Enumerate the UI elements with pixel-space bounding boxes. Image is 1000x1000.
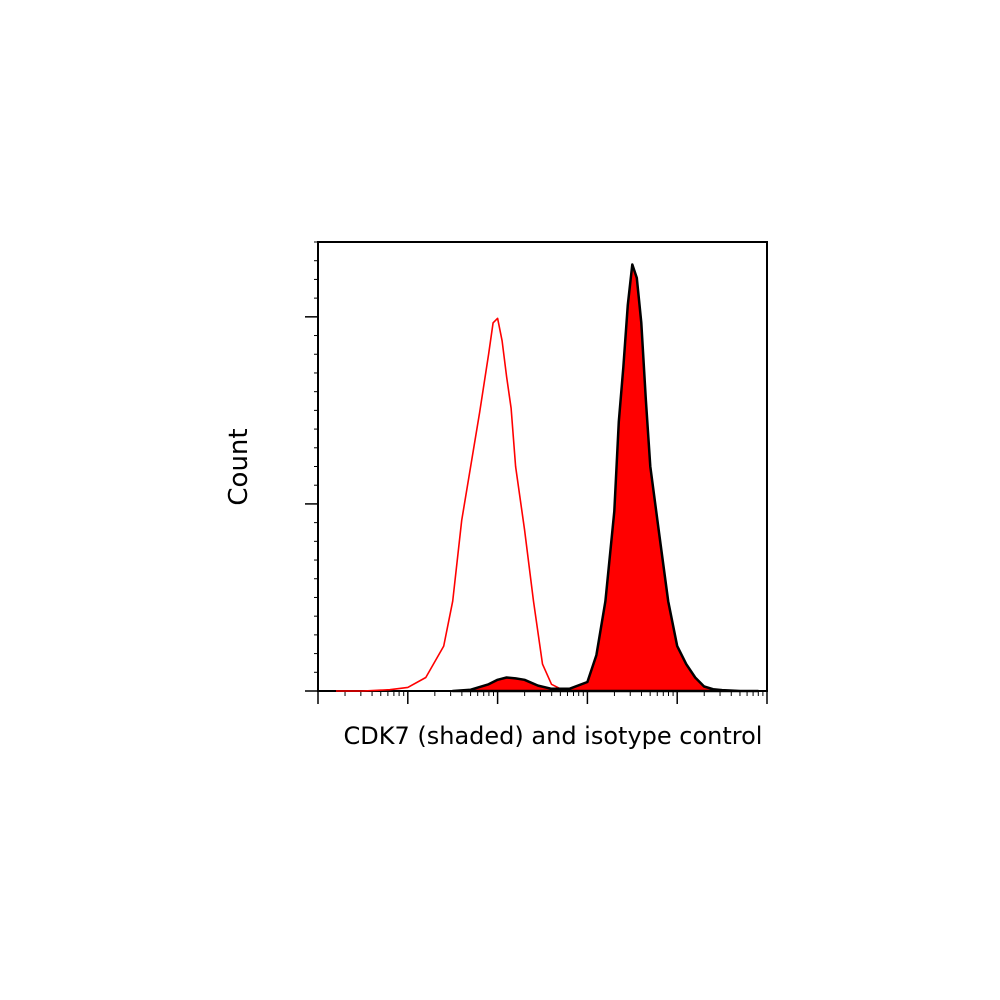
plot-frame — [317, 241, 768, 692]
x-axis-label: CDK7 (shaded) and isotype control — [344, 722, 763, 750]
x-axis-ticks — [317, 691, 768, 704]
isotype-control-histogram — [336, 317, 624, 692]
cdk7-shaded-histogram — [451, 263, 760, 693]
y-axis-label: Count — [224, 428, 254, 505]
y-axis-ticks — [305, 241, 318, 692]
series-layer — [336, 263, 760, 693]
